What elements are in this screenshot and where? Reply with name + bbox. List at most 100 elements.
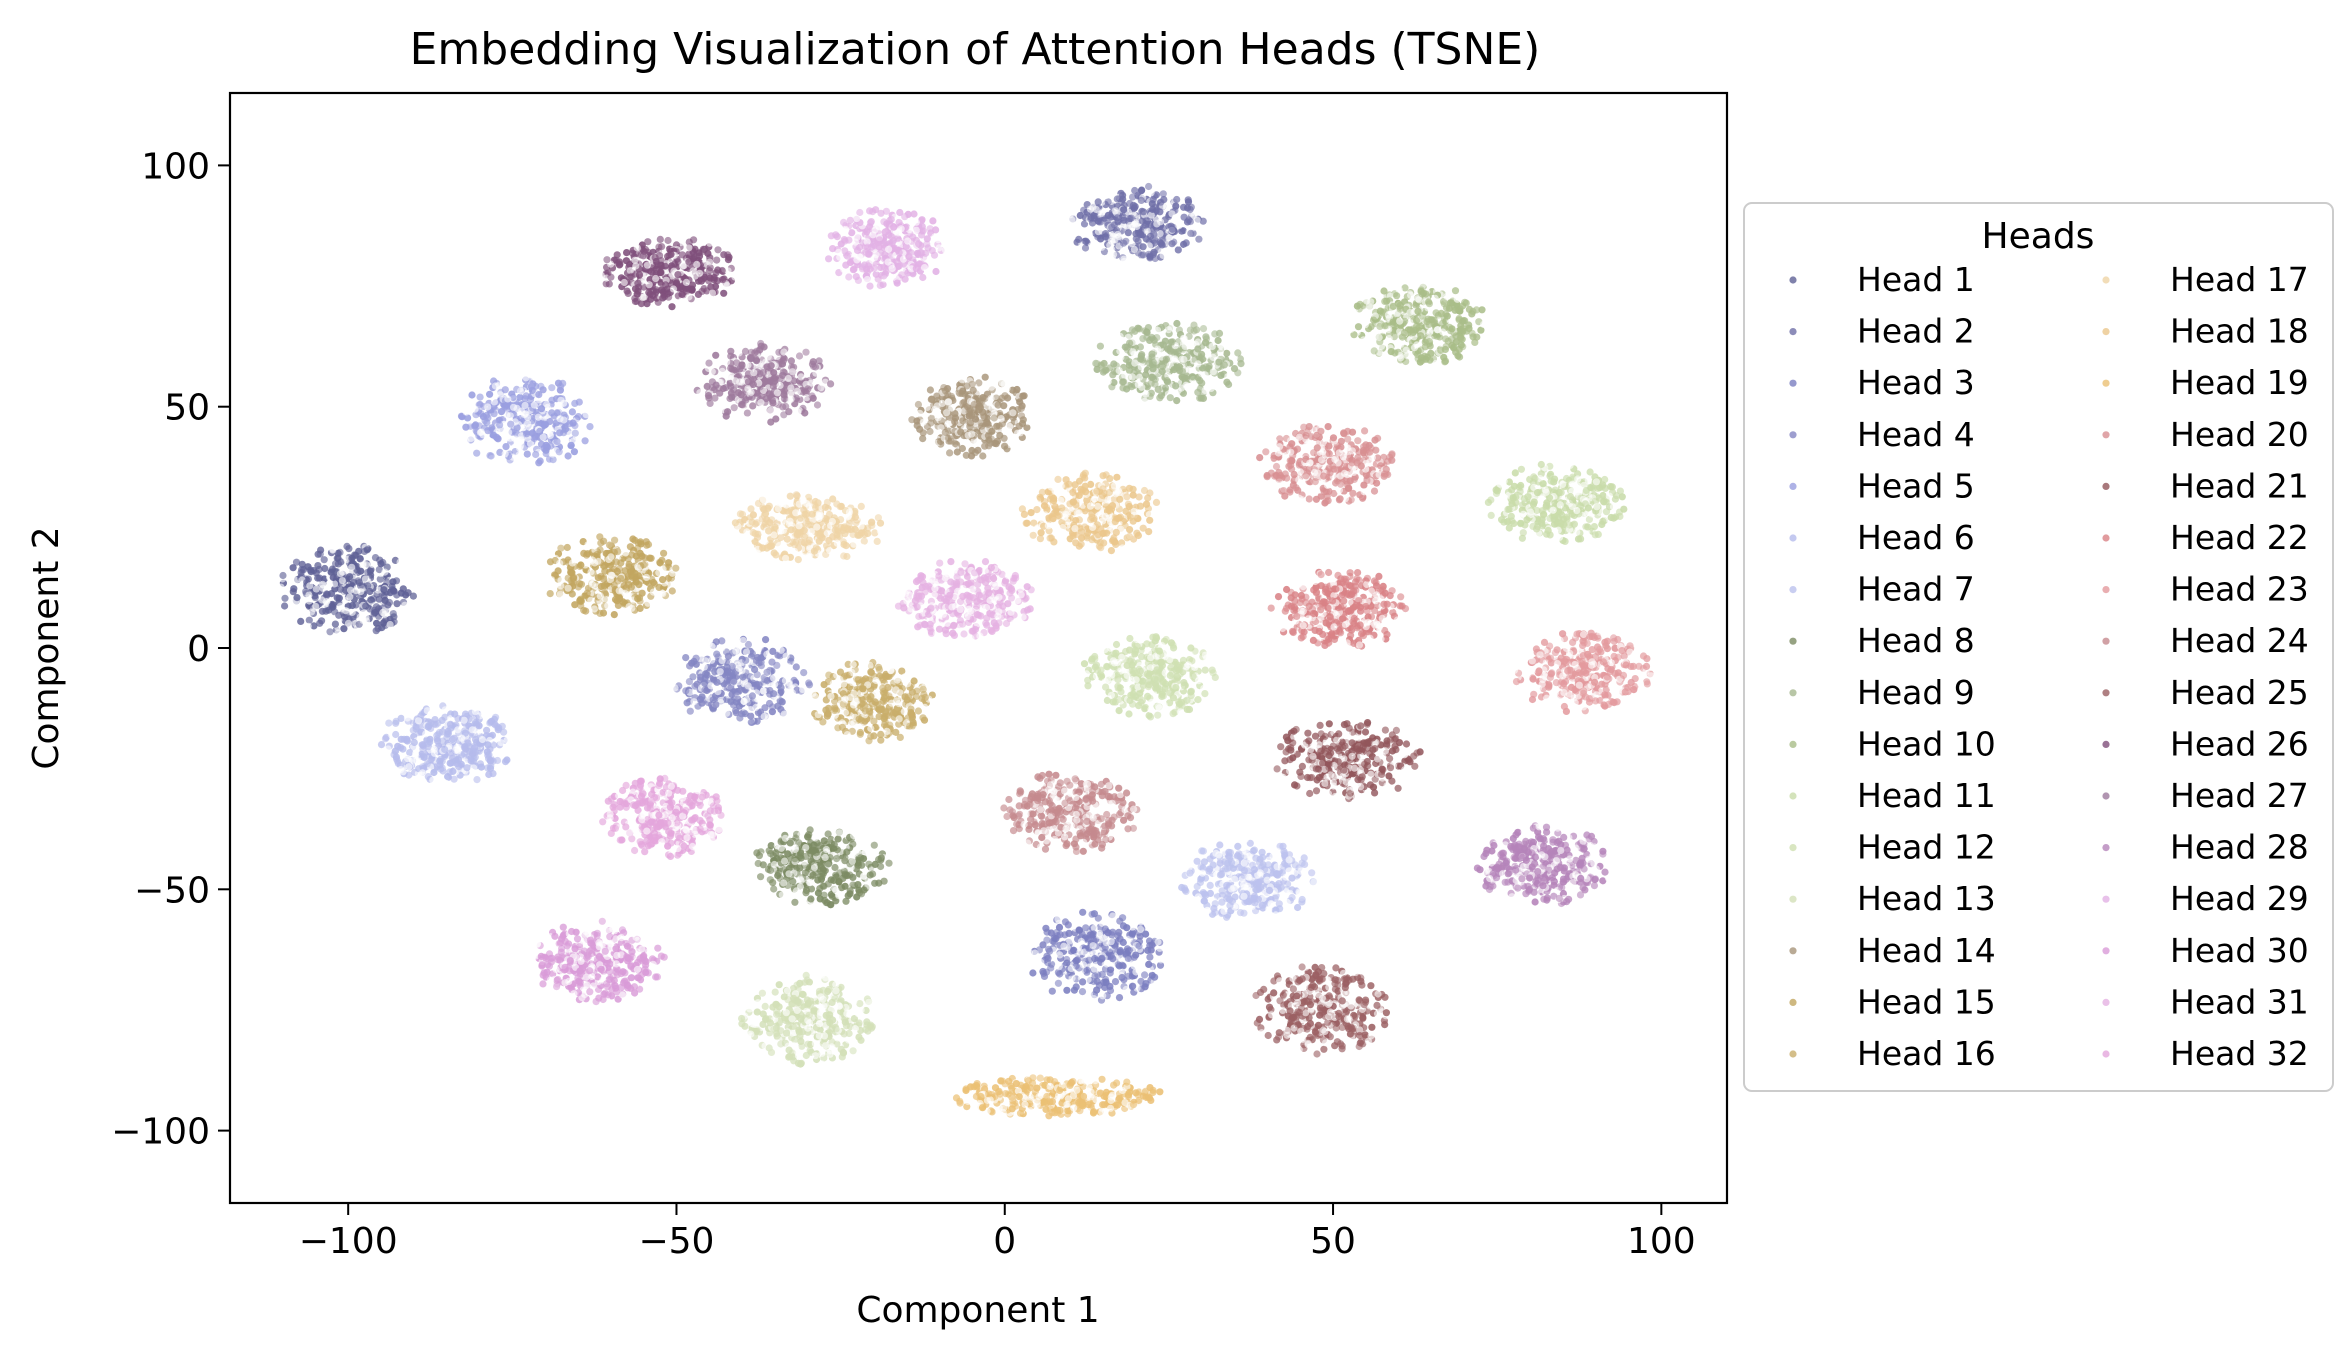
scatter-point bbox=[1129, 348, 1137, 356]
scatter-point bbox=[1492, 489, 1501, 497]
scatter-point bbox=[735, 664, 743, 672]
scatter-point bbox=[1137, 352, 1145, 360]
scatter-point bbox=[1593, 503, 1601, 511]
scatter-point bbox=[1383, 297, 1391, 305]
scatter-point bbox=[1182, 381, 1190, 389]
scatter-point bbox=[582, 411, 590, 419]
scatter-point bbox=[454, 747, 462, 755]
scatter-point bbox=[342, 607, 350, 615]
scatter-point bbox=[1128, 923, 1136, 931]
scatter-point bbox=[1153, 666, 1161, 674]
series-head-7 bbox=[1178, 835, 1318, 924]
scatter-point bbox=[718, 644, 726, 652]
scatter-point bbox=[304, 622, 312, 630]
scatter-point bbox=[1201, 696, 1209, 705]
scatter-point bbox=[1393, 292, 1401, 300]
scatter-point bbox=[853, 893, 861, 901]
scatter-point bbox=[1143, 640, 1151, 648]
scatter-point bbox=[1618, 493, 1626, 501]
scatter-point bbox=[1194, 360, 1202, 368]
scatter-point bbox=[867, 835, 875, 843]
scatter-point bbox=[776, 652, 784, 660]
scatter-point bbox=[1250, 866, 1258, 874]
scatter-point bbox=[369, 595, 377, 603]
scatter-point bbox=[331, 620, 339, 628]
scatter-point bbox=[757, 654, 765, 662]
scatter-point bbox=[305, 603, 313, 611]
scatter-point bbox=[1129, 193, 1137, 201]
scatter-point bbox=[1131, 359, 1139, 367]
scatter-point bbox=[497, 408, 506, 416]
scatter-point bbox=[822, 845, 831, 854]
scatter-point bbox=[877, 854, 885, 862]
scatter-point bbox=[329, 546, 337, 554]
scatter-point bbox=[807, 857, 816, 866]
scatter-point bbox=[1193, 216, 1201, 224]
scatter-point bbox=[394, 742, 402, 750]
scatter-point bbox=[555, 448, 563, 456]
scatter-point bbox=[1252, 885, 1260, 894]
scatter-point bbox=[1146, 941, 1154, 950]
scatter-point bbox=[356, 555, 364, 563]
scatter-point bbox=[1195, 235, 1203, 243]
scatter-point bbox=[1142, 390, 1150, 398]
scatter-point bbox=[1115, 367, 1123, 375]
scatter-point bbox=[1414, 355, 1422, 363]
scatter-point bbox=[1094, 228, 1102, 236]
scatter-point bbox=[279, 571, 287, 580]
scatter-point bbox=[1397, 354, 1405, 362]
scatter-point bbox=[1129, 201, 1138, 209]
series-head-4 bbox=[671, 635, 814, 728]
scatter-point bbox=[554, 379, 563, 387]
scatter-point bbox=[463, 774, 471, 782]
scatter-point bbox=[381, 735, 390, 743]
scatter-point bbox=[1182, 246, 1190, 255]
scatter-point bbox=[1194, 893, 1202, 901]
scatter-point bbox=[444, 772, 452, 781]
scatter-point bbox=[1066, 211, 1074, 219]
series-head-5 bbox=[457, 373, 594, 467]
scatter-point bbox=[1217, 371, 1225, 379]
scatter-point bbox=[448, 735, 457, 744]
scatter-point bbox=[1123, 671, 1131, 680]
scatter-point bbox=[753, 671, 761, 679]
scatter-point bbox=[316, 574, 324, 582]
scatter-point bbox=[462, 437, 470, 445]
scatter-point bbox=[1055, 963, 1063, 971]
scatter-point bbox=[809, 871, 817, 879]
scatter-point bbox=[530, 434, 538, 443]
scatter-point bbox=[1088, 190, 1097, 198]
scatter-point bbox=[1557, 467, 1565, 476]
series-head-9 bbox=[1092, 319, 1245, 405]
scatter-point bbox=[1457, 341, 1465, 349]
scatter-point bbox=[1094, 198, 1102, 206]
scatter-point bbox=[1131, 186, 1139, 195]
scatter-point bbox=[1273, 847, 1281, 855]
scatter-point bbox=[1584, 477, 1592, 485]
scatter-point bbox=[396, 558, 404, 566]
scatter-point bbox=[1144, 324, 1152, 332]
scatter-point bbox=[423, 707, 431, 715]
scatter-point bbox=[501, 758, 510, 766]
scatter-point bbox=[336, 585, 345, 593]
scatter-point bbox=[535, 391, 543, 399]
scatter-point bbox=[1087, 242, 1095, 250]
scatter-point bbox=[1095, 931, 1103, 940]
scatter-point bbox=[739, 636, 747, 645]
scatter-point bbox=[348, 554, 356, 562]
scatter-point bbox=[728, 690, 736, 699]
scatter-point bbox=[346, 593, 354, 601]
scatter-point bbox=[1102, 192, 1110, 200]
scatter-point bbox=[1573, 528, 1581, 536]
scatter-point bbox=[1081, 244, 1090, 252]
scatter-point bbox=[1187, 644, 1195, 652]
scatter-point bbox=[534, 413, 543, 421]
scatter-point bbox=[1209, 861, 1217, 869]
scatter-point bbox=[1417, 332, 1425, 340]
scatter-point bbox=[1133, 222, 1141, 230]
scatter-point bbox=[1123, 385, 1131, 393]
scatter-point bbox=[781, 857, 789, 865]
scatter-point bbox=[292, 558, 301, 566]
scatter-point bbox=[471, 719, 480, 727]
scatter-point bbox=[716, 668, 724, 676]
